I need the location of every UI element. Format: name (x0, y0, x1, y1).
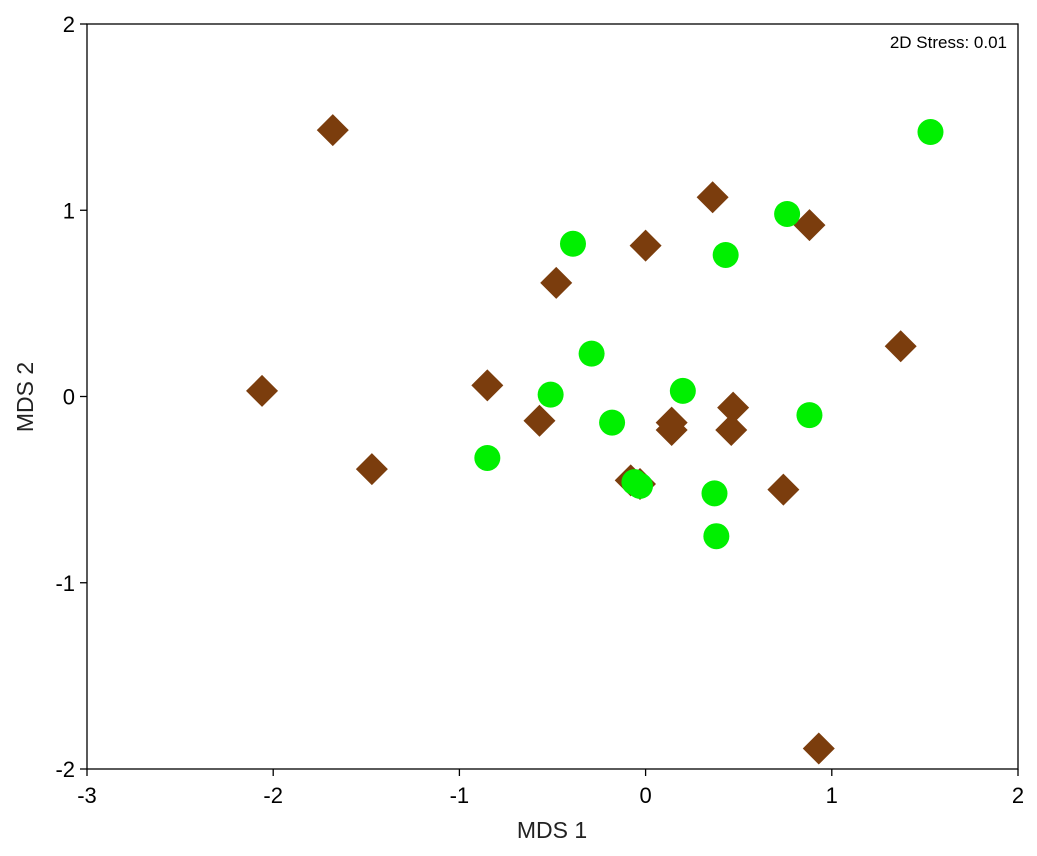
diamond-point (471, 369, 504, 402)
circle-point (537, 381, 564, 408)
y-axis-title: MDS 2 (12, 362, 38, 432)
diamond-point (717, 391, 750, 424)
x-tick-label: 2 (1012, 783, 1024, 808)
circle-point (774, 200, 801, 227)
data-points (246, 114, 944, 765)
diamond-point (715, 414, 748, 447)
diamond-point (629, 229, 662, 262)
diamond-point (316, 114, 349, 147)
diamond-point (655, 414, 688, 447)
y-tick-label: -2 (55, 757, 75, 782)
x-tick-label: -1 (450, 783, 470, 808)
diamond-point (540, 266, 573, 299)
circle-point (917, 119, 944, 146)
stress-annotation: 2D Stress: 0.01 (890, 33, 1007, 52)
y-tick-label: 0 (63, 385, 75, 410)
diamond-point (696, 181, 729, 214)
y-tick-label: 1 (63, 198, 75, 223)
diamond-point (246, 374, 279, 407)
y-tick-label: 2 (63, 12, 75, 37)
circle-point (474, 444, 501, 471)
circle-point (599, 409, 626, 436)
circle-point (703, 523, 730, 550)
diamond-point (523, 404, 556, 437)
x-tick-label: 0 (639, 783, 651, 808)
circle-point (712, 241, 739, 268)
diamond-point (793, 209, 826, 242)
x-tick-label: -3 (77, 783, 97, 808)
circle-point (796, 402, 823, 429)
diamond-point (355, 453, 388, 486)
diamond-point (767, 473, 800, 506)
x-tick-label: -2 (263, 783, 283, 808)
diamond-point (802, 732, 835, 765)
circle-point (701, 480, 728, 507)
x-axis-title: MDS 1 (517, 817, 587, 843)
circle-point (627, 472, 654, 499)
diamond-point (884, 330, 917, 363)
y-tick-label: -1 (55, 571, 75, 596)
circle-point (669, 377, 696, 404)
circle-point (578, 340, 605, 367)
x-tick-label: 1 (826, 783, 838, 808)
circle-point (559, 230, 586, 257)
